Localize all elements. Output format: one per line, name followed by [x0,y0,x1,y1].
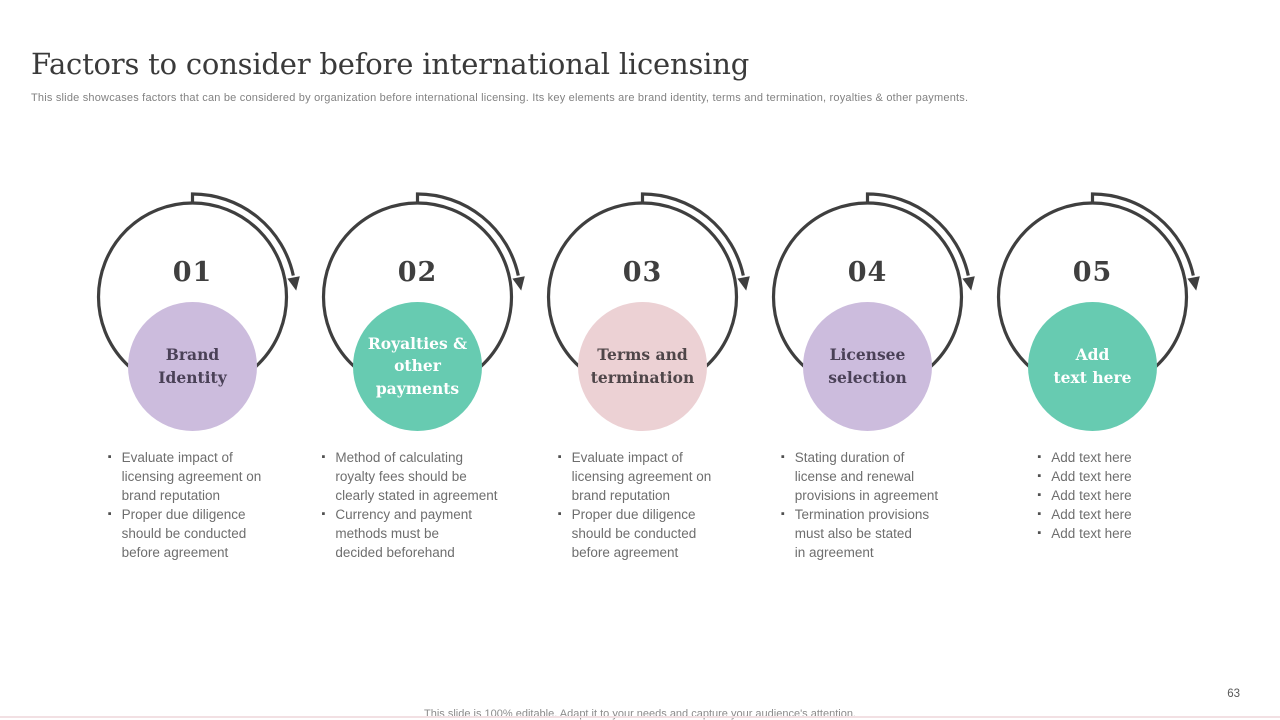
list-item: ▪ Method of calculating royalty fees sho… [322,448,498,505]
loop-arrow-arc [190,192,295,276]
footer-note: This slide is 100% editable. Adapt it to… [424,708,856,720]
bullet-text: Currency and payment methods must be dec… [335,507,472,560]
slide-subtitle: This slide showcases factors that can be… [31,92,969,104]
arrowhead-icon [737,276,750,291]
bullet-square-icon: ▪ [1037,489,1042,501]
bottom-divider-line [0,716,1280,718]
factor-circle-label: Terms and termination [590,345,695,387]
bullet-square-icon: ▪ [1037,527,1042,539]
step-number: 05 [1072,257,1113,288]
list-item: ▪ Proper due diligence should be conduct… [108,505,262,562]
arrowhead-icon [1187,276,1200,291]
factor-circle: Licensee selection [803,302,932,431]
bullet-text: Add text here [1051,450,1132,465]
bullet-text: Add text here [1051,507,1132,522]
bullet-text: Add text here [1051,526,1132,541]
factor-bullet-list: ▪ Evaluate impact of licensing agreement… [558,448,712,562]
bullet-square-icon: ▪ [321,451,326,463]
bullet-text: Method of calculating royalty fees shoul… [335,450,498,503]
circle-step-diagram: 05 Add text here [980,188,1205,436]
factor-column: 02 Royalties & other payments ▪ Method o… [305,188,530,562]
factor-column: 03 Terms and termination ▪ Evaluate impa… [530,188,755,562]
bullet-square-icon: ▪ [1037,470,1042,482]
factor-bullet-list: ▪ Evaluate impact of licensing agreement… [108,448,262,562]
step-number: 01 [172,257,213,288]
factor-circle-label: Licensee selection [828,345,907,387]
bullet-square-icon: ▪ [780,508,785,520]
factor-circle-label: Brand Identity [158,345,227,387]
bullet-square-icon: ▪ [557,451,562,463]
factor-circle: Add text here [1028,302,1157,431]
bullet-square-icon: ▪ [321,508,326,520]
factor-bullet-list: ▪ Stating duration of license and renewa… [781,448,938,562]
loop-arrow-arc [640,192,745,276]
circle-step-diagram: 03 Terms and termination [530,188,755,436]
bullet-square-icon: ▪ [1037,508,1042,520]
factor-circle: Brand Identity [128,302,257,431]
step-number: 04 [847,257,888,288]
bullet-text: Evaluate impact of licensing agreement o… [571,450,712,503]
bullet-square-icon: ▪ [107,451,112,463]
step-number: 02 [397,257,438,288]
bullet-square-icon: ▪ [1037,451,1042,463]
bullet-text: Proper due diligence should be conducted… [571,507,697,560]
list-item: ▪ Add text here [1037,448,1131,467]
factor-columns: 01 Brand Identity ▪ Evaluate impact of l… [80,188,1205,562]
circle-step-diagram: 04 Licensee selection [755,188,980,436]
list-item: ▪ Termination provisions must also be st… [781,505,938,562]
bullet-square-icon: ▪ [557,508,562,520]
circle-step-diagram: 01 Brand Identity [80,188,305,436]
loop-arrow-arc [415,192,520,276]
bullet-square-icon: ▪ [780,451,785,463]
arrowhead-icon [287,276,300,291]
factor-circle-label: Royalties & other payments [367,333,468,398]
list-item: ▪ Add text here [1037,467,1131,486]
bullet-text: Add text here [1051,488,1132,503]
list-item: ▪ Evaluate impact of licensing agreement… [108,448,262,505]
list-item: ▪ Currency and payment methods must be d… [322,505,498,562]
list-item: ▪ Evaluate impact of licensing agreement… [558,448,712,505]
loop-arrow-arc [865,192,970,276]
list-item: ▪ Add text here [1037,524,1131,543]
page-number: 63 [1227,688,1240,700]
loop-arrow-arc [1090,192,1195,276]
bullet-text: Stating duration of license and renewal … [794,450,939,503]
factor-column: 04 Licensee selection ▪ Stating duration… [755,188,980,562]
bullet-text: Proper due diligence should be conducted… [121,507,247,560]
bullet-text: Add text here [1051,469,1132,484]
factor-column: 05 Add text here ▪ Add text here ▪ Add t… [980,188,1205,562]
factor-circle: Terms and termination [578,302,707,431]
factor-circle-label: Add text here [1053,345,1132,387]
list-item: ▪ Proper due diligence should be conduct… [558,505,712,562]
factor-bullet-list: ▪ Method of calculating royalty fees sho… [322,448,498,562]
arrowhead-icon [962,276,975,291]
step-number: 03 [622,257,663,288]
bullet-text: Termination provisions must also be stat… [794,507,930,560]
bullet-square-icon: ▪ [107,508,112,520]
factor-bullet-list: ▪ Add text here ▪ Add text here ▪ Add te… [1037,448,1131,543]
list-item: ▪ Add text here [1037,486,1131,505]
circle-step-diagram: 02 Royalties & other payments [305,188,530,436]
page-title: Factors to consider before international… [31,47,750,82]
factor-circle: Royalties & other payments [353,302,482,431]
factor-column: 01 Brand Identity ▪ Evaluate impact of l… [80,188,305,562]
bullet-text: Evaluate impact of licensing agreement o… [121,450,262,503]
list-item: ▪ Add text here [1037,505,1131,524]
list-item: ▪ Stating duration of license and renewa… [781,448,938,505]
arrowhead-icon [512,276,525,291]
